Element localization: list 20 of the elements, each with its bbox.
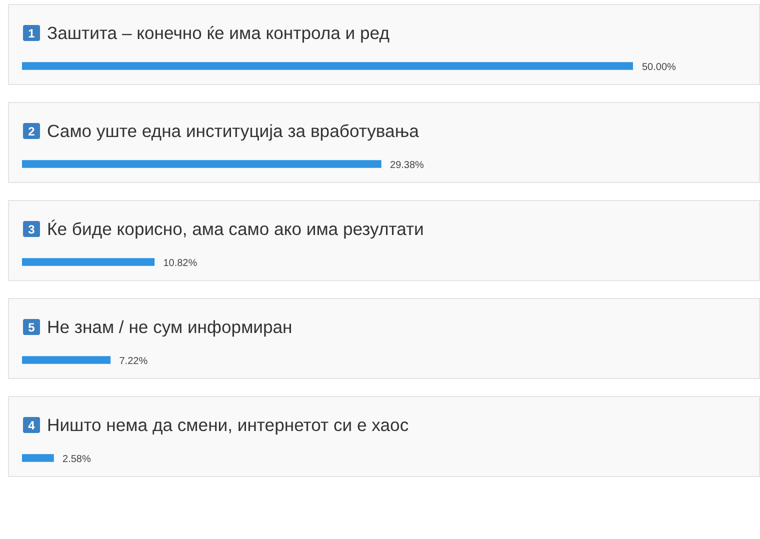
data-label: 10.82% (163, 258, 198, 269)
data-label: 2.58% (62, 454, 91, 465)
y-tick-label: Не знам / не сум информиран (47, 316, 292, 337)
y-tick-label: Заштита – конечно ќе има контрола и ред (47, 22, 390, 43)
annotation: 1 (28, 26, 36, 40)
bar (22, 62, 633, 70)
data-label: 29.38% (390, 160, 424, 171)
data-label: 7.22% (119, 356, 148, 367)
annotation: 3 (28, 222, 36, 236)
y-tick-label: Ќе биде корисно, ама само ако има резултати (47, 218, 424, 239)
bar (22, 160, 382, 168)
data-label: 50.00% (642, 62, 676, 73)
annotation: 2 (28, 124, 36, 138)
bar (22, 454, 54, 462)
y-tick-label: Само уште една институција за вработувања (47, 120, 420, 141)
bar (22, 258, 155, 266)
y-tick-label: Ништо нема да смени, интернетот си е хаос (47, 414, 409, 435)
annotation: 4 (28, 418, 36, 432)
bar (22, 356, 111, 364)
annotation: 5 (28, 320, 36, 334)
